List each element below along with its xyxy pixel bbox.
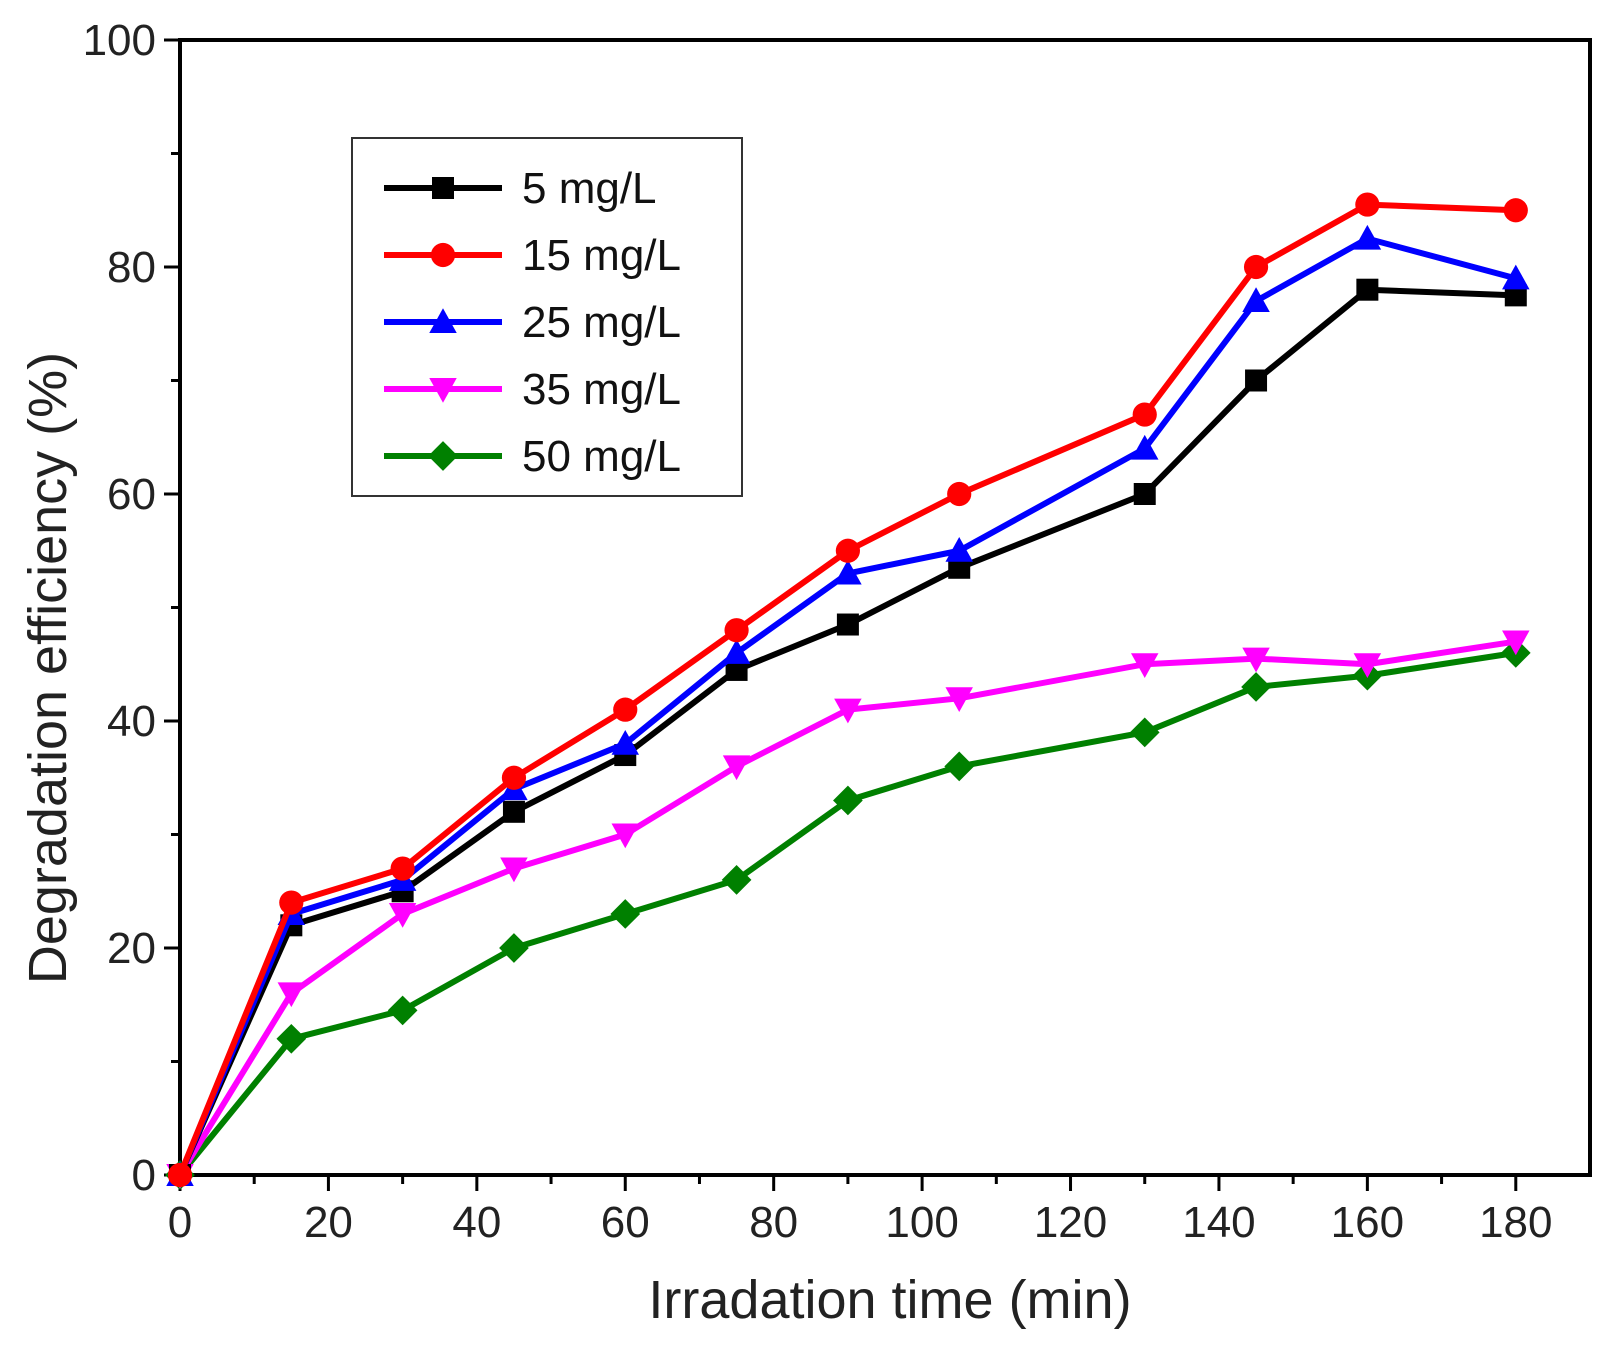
data-point — [1353, 224, 1382, 250]
series-line — [177, 201, 1516, 1177]
axes: 0 20 40 60 80 100 120 140 160 180 0 20 40 60 80 100 — [83, 16, 1592, 1247]
data-point — [499, 933, 529, 963]
data-point — [1245, 369, 1268, 392]
data-point — [944, 751, 975, 782]
data-point — [1504, 284, 1527, 307]
legend-entry: 5 mg/L — [384, 164, 657, 213]
legend-marker — [430, 242, 456, 268]
data-point — [1133, 483, 1156, 505]
y-tick-label-0: 0 — [132, 1151, 156, 1200]
series-5-mg-L — [169, 278, 1527, 1186]
data-point — [1355, 192, 1380, 217]
data-point — [390, 856, 415, 881]
series-35-mg-L — [166, 630, 1530, 1189]
legend-entry: 25 mg/L — [384, 298, 681, 347]
data-point — [1242, 647, 1270, 673]
data-point — [724, 618, 749, 643]
legend-entry: 35 mg/L — [384, 365, 681, 414]
series-line — [177, 649, 1517, 1177]
data-point — [611, 823, 640, 849]
data-point — [1130, 653, 1159, 678]
data-point — [722, 639, 751, 664]
data-point — [948, 556, 971, 579]
data-point — [1129, 717, 1160, 748]
series-line — [177, 286, 1516, 1177]
data-point — [725, 658, 748, 681]
data-point — [387, 995, 418, 1026]
data-point — [722, 755, 751, 781]
data-point — [1502, 264, 1530, 290]
legend-label: 5 mg/L — [522, 164, 657, 213]
data-point — [1243, 254, 1269, 280]
legend-marker — [432, 177, 454, 199]
data-point — [835, 538, 860, 563]
legend-label: 35 mg/L — [522, 365, 681, 414]
legend-label: 25 mg/L — [522, 298, 681, 347]
legend: 5 mg/L 15 mg/L 25 mg/L 35 mg/L 50 mg/L — [351, 137, 743, 497]
legend-marker — [429, 308, 457, 333]
data-point — [1503, 198, 1528, 223]
legend-marker — [429, 378, 457, 403]
data-point — [945, 537, 973, 562]
data-point — [388, 902, 417, 928]
legend-label: 50 mg/L — [522, 432, 681, 481]
data-point — [1241, 672, 1271, 702]
y-tick-label-80: 80 — [107, 243, 156, 292]
y-tick-label-40: 40 — [107, 697, 156, 746]
data-point — [1130, 434, 1159, 460]
data-point — [836, 613, 859, 636]
legend-box — [351, 137, 743, 497]
y-tick-label-20: 20 — [107, 924, 156, 973]
legend-entry: 15 mg/L — [384, 231, 681, 280]
x-tick-label-180: 180 — [1479, 1198, 1552, 1247]
data-point — [277, 982, 306, 1008]
y-tick-label-100: 100 — [83, 16, 156, 65]
x-axis-title: Irradation time (min) — [648, 1270, 1131, 1330]
y-tick-label-60: 60 — [107, 470, 156, 519]
data-point — [1353, 653, 1382, 678]
x-tick-label-80: 80 — [749, 1198, 798, 1247]
legend-label: 15 mg/L — [522, 231, 681, 280]
legend-marker — [428, 441, 458, 471]
data-point — [1356, 278, 1379, 301]
x-tick-label-140: 140 — [1182, 1198, 1255, 1247]
x-tick-label-160: 160 — [1331, 1198, 1404, 1247]
data-point — [500, 857, 528, 883]
data-point — [611, 729, 640, 755]
series-line — [177, 638, 1517, 1177]
data-point — [833, 785, 863, 816]
series-line — [177, 235, 1517, 1177]
data-point — [279, 890, 304, 915]
data-point — [610, 899, 641, 929]
data-point — [945, 687, 973, 713]
series-15-mg-L — [167, 192, 1528, 1188]
data-point — [721, 865, 752, 895]
data-point — [613, 697, 638, 722]
legend-entry: 50 mg/L — [384, 432, 681, 481]
data-point — [947, 481, 972, 507]
data-point — [167, 1162, 193, 1188]
x-tick-label-40: 40 — [452, 1198, 501, 1247]
x-tick-label-100: 100 — [885, 1198, 958, 1247]
x-tick-label-20: 20 — [304, 1198, 353, 1247]
x-tick-label-120: 120 — [1034, 1198, 1107, 1247]
data-point — [1132, 402, 1157, 427]
series-layer — [165, 192, 1531, 1190]
y-axis-title: Degradation efficiency (%) — [18, 352, 78, 984]
data-point — [1502, 630, 1530, 656]
data-point — [834, 698, 862, 724]
x-tick-label-60: 60 — [601, 1198, 650, 1247]
data-point — [834, 559, 862, 585]
data-point — [1242, 287, 1270, 313]
data-point — [501, 765, 527, 790]
data-point — [276, 1023, 307, 1054]
x-tick-label-0: 0 — [168, 1198, 192, 1247]
data-point — [502, 800, 525, 823]
